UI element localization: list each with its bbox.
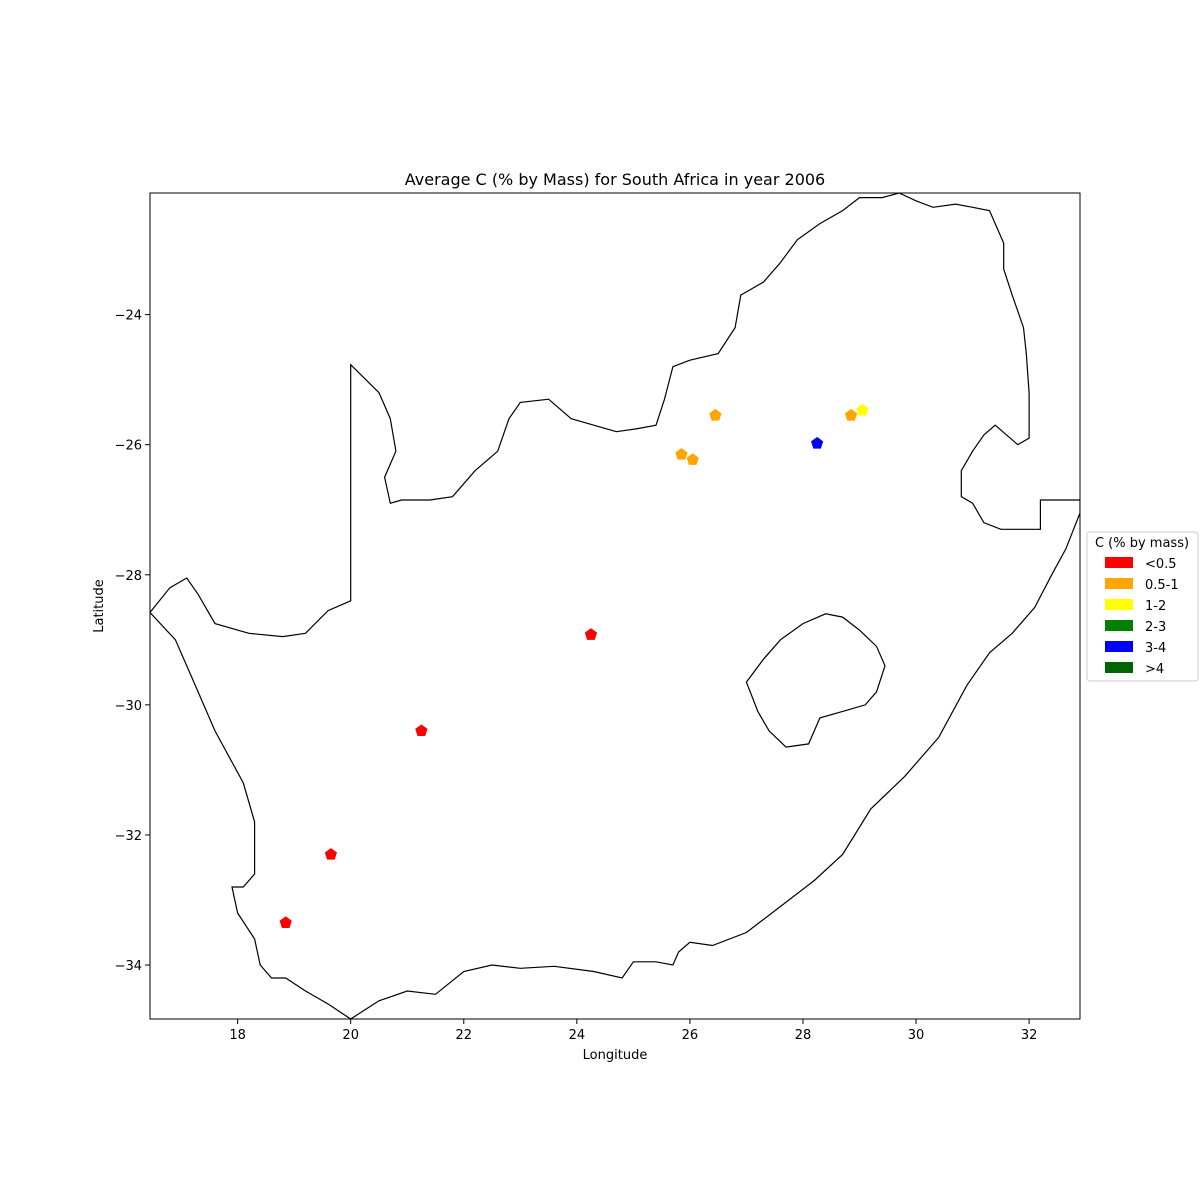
y-tick-label: −26: [115, 439, 142, 454]
x-tick-label: 28: [795, 1028, 812, 1043]
x-axis-label: Longitude: [583, 1048, 648, 1063]
legend-label: >4: [1145, 662, 1164, 677]
legend-label: 0.5-1: [1145, 578, 1179, 593]
plot-frame: [149, 192, 1081, 1020]
chart-title: Average C (% by Mass) for South Africa i…: [405, 170, 825, 189]
y-tick-label: −24: [115, 309, 142, 324]
x-tick-label: 32: [1021, 1028, 1038, 1043]
data-point: [584, 628, 598, 640]
legend-title: C (% by mass): [1095, 536, 1189, 551]
legend-swatch: [1105, 599, 1133, 610]
legend-swatch: [1105, 578, 1133, 589]
y-axis-ticks: −24 −26 −28 −30 −32 −34: [115, 309, 150, 974]
x-tick-label: 20: [342, 1028, 359, 1043]
data-points: [279, 403, 869, 928]
legend-label: <0.5: [1145, 557, 1177, 572]
x-tick-label: 24: [569, 1028, 586, 1043]
legend: C (% by mass) <0.5 0.5-1 1-2 2-3 3-4 >4: [1086, 531, 1199, 682]
y-axis-label: Latitude: [92, 579, 107, 633]
data-point: [415, 724, 428, 737]
legend-label: 3-4: [1145, 641, 1166, 656]
x-tick-label: 18: [229, 1028, 246, 1043]
legend-swatch: [1105, 662, 1133, 673]
plot-area: [149, 192, 1081, 1020]
y-tick-label: −34: [115, 959, 142, 974]
data-point: [709, 408, 722, 421]
data-point: [686, 453, 699, 465]
y-tick-label: −30: [115, 699, 142, 714]
legend-label: 2-3: [1145, 620, 1166, 635]
x-tick-label: 26: [682, 1028, 699, 1043]
data-point: [844, 408, 858, 421]
data-point: [811, 436, 824, 449]
legend-swatch: [1105, 620, 1133, 631]
south-africa-outline: [150, 193, 1080, 1019]
data-point: [324, 848, 337, 860]
data-point: [279, 916, 292, 928]
x-tick-label: 22: [455, 1028, 472, 1043]
data-point: [856, 403, 869, 416]
x-axis-ticks: 18 20 22 24 26 28 30 32: [229, 1019, 1037, 1043]
lesotho-outline: [745, 613, 886, 748]
y-tick-label: −32: [115, 829, 142, 844]
legend-swatch: [1105, 557, 1133, 568]
x-tick-label: 30: [908, 1028, 925, 1043]
legend-label: 1-2: [1145, 599, 1166, 614]
legend-swatch: [1105, 641, 1133, 652]
data-point: [675, 448, 688, 460]
y-tick-label: −28: [115, 569, 142, 584]
legend-frame: [1086, 531, 1199, 682]
